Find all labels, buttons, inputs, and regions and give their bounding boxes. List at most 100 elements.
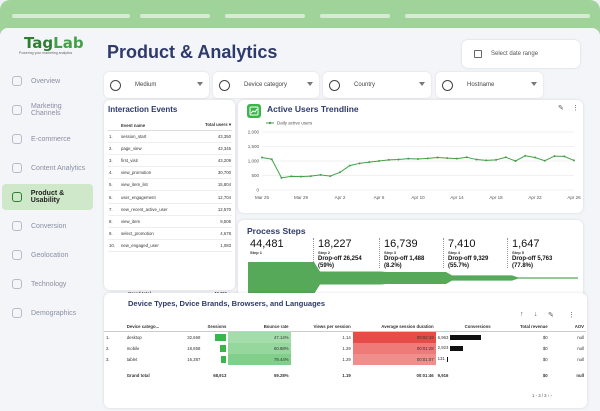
sidebar-item-target[interactable]: Conversion [2, 213, 93, 239]
data-point[interactable] [329, 175, 332, 178]
data-point[interactable] [524, 154, 527, 157]
table-row[interactable]: 9. select_promotion 4,678 [108, 227, 232, 240]
host-icon [442, 79, 453, 91]
col-header[interactable]: Sessions [166, 322, 229, 332]
data-point[interactable] [465, 156, 468, 159]
metric-cell: 47.14% [228, 331, 291, 343]
sidebar-item-people[interactable]: Demographics [2, 300, 93, 326]
filter-medium[interactable]: Medium [104, 72, 209, 98]
data-point[interactable] [348, 164, 351, 167]
device-pagination[interactable]: 1 - 3 / 3 ‹ › [532, 393, 552, 398]
data-point[interactable] [426, 157, 429, 160]
total-rev: $0 [542, 372, 548, 378]
table-row[interactable]: 1. session_start 43,350 [108, 130, 232, 144]
sidebar-item-channels[interactable]: Marketing Channels [2, 97, 93, 123]
col-header[interactable]: Bounce rate [228, 322, 291, 332]
data-point[interactable] [300, 175, 302, 178]
metric-cell: 16,387 [166, 354, 228, 365]
data-point[interactable] [504, 156, 507, 159]
grid-icon [12, 76, 22, 86]
col-header[interactable]: Device catego... [124, 322, 167, 332]
metric-value: 00:01:28 [416, 345, 434, 351]
metric-cell: 18,858 [166, 343, 228, 354]
filter-device-category[interactable]: Device category [213, 72, 319, 98]
data-point[interactable] [290, 175, 293, 178]
col-header[interactable]: Total revenue [492, 322, 550, 332]
table-row[interactable]: 2. page_view 43,345 [108, 142, 232, 156]
data-point[interactable] [553, 155, 556, 158]
data-point[interactable] [485, 159, 488, 162]
metric-value: 60.88% [273, 345, 289, 351]
prev-page-icon[interactable]: ‹ [547, 393, 550, 398]
col-header[interactable]: Conversions [435, 322, 493, 332]
legend-dot-icon [268, 121, 272, 125]
data-point[interactable] [446, 157, 449, 160]
data-point[interactable] [378, 160, 380, 162]
filter-hostname[interactable]: Hostname [436, 72, 543, 98]
box-icon [12, 192, 22, 202]
data-point[interactable] [319, 173, 322, 176]
table-row[interactable]: 1. desktop 32,668 47.14% 1.14 00:02:19 6,963 $0… [104, 331, 586, 343]
conversions-cell: 6,963 [436, 332, 493, 343]
data-point[interactable] [339, 171, 341, 174]
table-row[interactable]: 4. view_promotion 30,700 [108, 166, 232, 180]
next-page-icon[interactable]: › [550, 393, 552, 398]
table-row[interactable]: 3. tablet 16,387 79.44% 1.29 00:01:07 131 $0 nul… [104, 353, 586, 365]
data-point[interactable] [436, 156, 439, 159]
metric-value: 2,923 [437, 345, 449, 351]
data-point[interactable] [573, 159, 575, 162]
total-revenue: $0 [542, 334, 548, 340]
data-point[interactable] [270, 158, 273, 161]
col-header[interactable]: Average session duration [352, 322, 436, 332]
col-header[interactable]: Views per session [290, 322, 353, 332]
table-row[interactable]: 5. view_item_list 15,804 [108, 178, 232, 192]
data-point[interactable] [475, 158, 478, 161]
data-point[interactable] [534, 156, 536, 159]
data-point[interactable] [397, 158, 400, 161]
edit-icon[interactable]: ✎ [558, 105, 564, 112]
table-row[interactable]: 6. user_engagement 12,704 [108, 190, 232, 204]
aov: null [577, 345, 584, 351]
data-point[interactable] [309, 175, 312, 178]
edit-icon[interactable]: ✎ [548, 312, 554, 319]
table-row[interactable]: 3. first_visit 43,209 [108, 154, 232, 168]
sidebar-item-device[interactable]: Technology [2, 271, 93, 297]
col-event-name[interactable]: Event name [120, 120, 192, 131]
brand-logo[interactable]: TagLab [24, 34, 84, 52]
data-point[interactable] [495, 158, 497, 161]
filter-country[interactable]: Country [323, 72, 431, 98]
data-point[interactable] [280, 176, 283, 179]
funnel-area[interactable] [248, 262, 578, 294]
sidebar-item-label: Content Analytics [31, 164, 86, 172]
data-point[interactable] [407, 157, 410, 160]
table-row[interactable]: 8. view_item 9,505 [108, 215, 232, 228]
table-row[interactable]: 2. mobile 18,858 60.88% 1.29 00:01:28 2,923 $0 n… [104, 342, 586, 354]
sidebar-item-globe[interactable]: Geolocation [2, 242, 93, 268]
data-point[interactable] [543, 159, 546, 162]
data-point[interactable] [456, 157, 458, 160]
data-point[interactable] [563, 155, 566, 158]
sidebar-item-content[interactable]: Content Analytics [2, 155, 93, 181]
download-icon[interactable]: ↓ [534, 311, 538, 318]
col-header[interactable]: AOV [549, 322, 586, 332]
row-number: 9. [108, 227, 120, 240]
data-point[interactable] [417, 157, 419, 160]
data-point[interactable] [387, 158, 390, 161]
data-point[interactable] [514, 160, 517, 162]
data-point[interactable] [261, 156, 263, 159]
more-icon[interactable]: ⋮ [572, 105, 579, 112]
data-point[interactable] [368, 161, 371, 164]
table-row[interactable]: 10. new_engaged_user 1,083 [108, 239, 232, 252]
more-icon[interactable]: ⋮ [568, 312, 575, 319]
metric-value: 00:02:19 [416, 334, 434, 340]
sidebar-item-grid[interactable]: Overview [2, 68, 93, 94]
sort-up-icon[interactable]: ↑ [520, 311, 524, 318]
metric-cell: 79.44% [228, 353, 291, 365]
col-total-users[interactable]: Total users ▾ [191, 120, 232, 131]
data-point[interactable] [358, 162, 361, 165]
data-bar [450, 345, 464, 351]
date-range-picker[interactable]: Select date range [462, 40, 580, 68]
table-row[interactable]: 7. new_recent_active_user 12,570 [108, 203, 232, 216]
sidebar-item-box[interactable]: Product & Usability [2, 184, 93, 210]
sidebar-item-cart[interactable]: E-commerce [2, 126, 93, 152]
